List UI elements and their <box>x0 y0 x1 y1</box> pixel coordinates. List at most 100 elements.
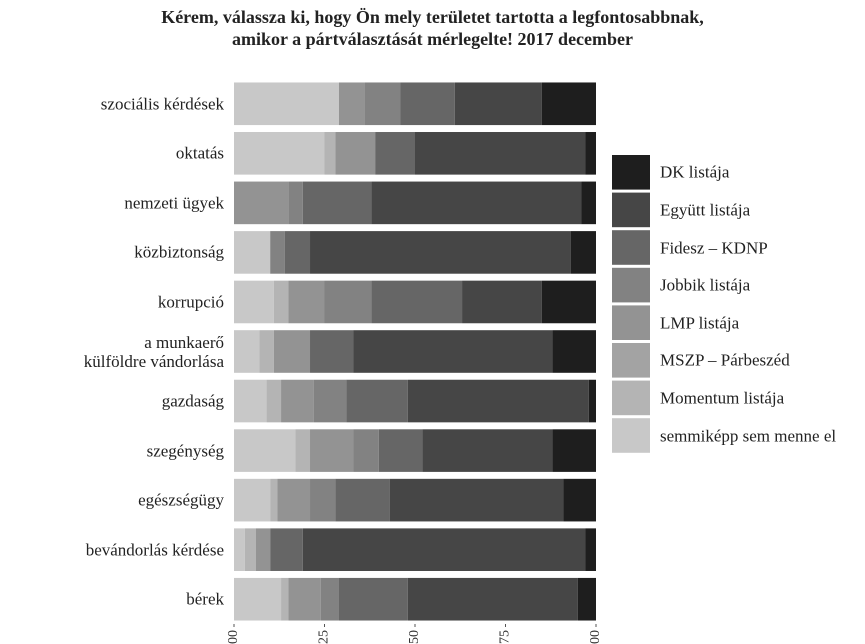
bar-segment <box>244 528 256 571</box>
x-tick-label: 0,25 <box>317 630 332 644</box>
bar-segment <box>335 132 376 175</box>
y-tick-label: szegénység <box>146 441 224 461</box>
bar-segment <box>270 478 278 522</box>
bar-segment <box>407 379 589 423</box>
bar-segment <box>273 280 289 324</box>
x-tick-label: 0,50 <box>407 630 422 644</box>
bar-segment <box>585 132 596 175</box>
y-tick-label: a munkaerő külföldre vándorlása <box>83 332 224 371</box>
bar-segment <box>581 181 596 225</box>
x-tick-label: 0,75 <box>498 630 513 644</box>
bar-segment <box>400 82 455 126</box>
y-tick-label: szociális kérdések <box>100 94 224 114</box>
bar-segment <box>570 231 596 274</box>
bar-segment <box>541 82 596 126</box>
bar-segment <box>234 379 267 423</box>
bar-segment <box>234 577 282 621</box>
bar-segment <box>415 132 586 175</box>
legend-label: Fidesz – KDNP <box>660 238 768 257</box>
bar-segment <box>552 330 596 373</box>
bar-segment <box>353 330 553 373</box>
bar-segment <box>270 528 303 571</box>
y-tick-label: egészségügy <box>138 490 224 510</box>
bar-segment <box>270 231 285 274</box>
bar-segment <box>378 429 423 472</box>
bar-segment <box>563 478 596 522</box>
legend-swatch <box>612 192 650 228</box>
legend-label: Momentum listája <box>660 388 785 408</box>
legend-swatch <box>612 380 650 416</box>
bar-segment <box>389 478 564 522</box>
bar-segment <box>234 132 325 175</box>
bar-segment <box>422 429 553 472</box>
bar-segment <box>371 280 463 324</box>
bar-segment <box>324 132 336 175</box>
legend-swatch <box>612 305 650 340</box>
bar-segment <box>255 528 271 571</box>
y-tick-label: gazdaság <box>161 391 224 411</box>
bar-segment <box>288 577 321 621</box>
bar-segment <box>313 379 347 423</box>
legend-label: MSZP – Párbeszéd <box>660 350 790 370</box>
bar-segment <box>295 429 311 472</box>
bar-segment <box>346 379 408 423</box>
bar-segment <box>338 577 408 621</box>
legend-swatch <box>612 343 650 378</box>
y-tick-label: nemzeti ügyek <box>124 193 224 213</box>
bar-segment <box>281 379 314 423</box>
bar-segment <box>577 577 596 621</box>
bar-segment <box>234 429 296 472</box>
bar-segment <box>353 429 379 472</box>
bar-segment <box>310 231 571 274</box>
legend-label: LMP listája <box>660 313 740 333</box>
y-tick-label: korrupció <box>157 292 224 312</box>
bar-segment <box>234 82 339 126</box>
bar-segment <box>266 379 282 423</box>
bar-segment <box>338 82 365 126</box>
bar-segment <box>364 82 401 126</box>
bar-segment <box>310 478 336 522</box>
bar-segment <box>234 478 271 522</box>
bar-segment <box>277 478 311 522</box>
bar-segment <box>588 379 596 423</box>
y-tick-label: bevándorlás kérdése <box>85 540 224 560</box>
bar-segment <box>462 280 542 324</box>
bar-segment <box>407 577 578 621</box>
bar-segment <box>454 82 542 126</box>
y-tick-label: oktatás <box>175 143 224 163</box>
bar-segment <box>302 181 372 225</box>
bar-segment <box>310 429 354 472</box>
bar-segment <box>234 330 260 373</box>
bar-segment <box>281 577 289 621</box>
x-tick-label: 1,00 <box>588 630 603 644</box>
bar-segment <box>375 132 415 175</box>
bar-segment <box>288 181 303 225</box>
bar-segment <box>273 330 311 373</box>
bar-segment <box>234 280 274 324</box>
bar-segment <box>302 528 586 571</box>
bar-segment <box>335 478 390 522</box>
legend-swatch <box>612 418 650 453</box>
chart-title: Kérem, válassza ki, hogy Ön mely terület… <box>161 7 704 49</box>
bar-segment <box>310 330 354 373</box>
legend-label: Jobbik listája <box>660 275 751 295</box>
bar-segment <box>288 280 325 324</box>
legend-swatch <box>612 267 650 303</box>
bar-segment <box>324 280 372 324</box>
legend-swatch <box>612 155 650 190</box>
legend-swatch <box>612 230 650 265</box>
bar-segment <box>234 231 271 274</box>
bar-segment <box>284 231 311 274</box>
bar-segment <box>234 528 245 571</box>
x-tick-label: 0,00 <box>226 630 241 644</box>
bar-segment <box>320 577 339 621</box>
legend-label: DK listája <box>660 162 730 182</box>
bar-segment <box>552 429 596 472</box>
bar-segment <box>585 528 596 571</box>
bar-segment <box>259 330 274 373</box>
legend-label: semmiképp sem menne el <box>660 426 837 445</box>
y-tick-label: közbiztonság <box>134 242 224 262</box>
bar-segment <box>371 181 582 225</box>
